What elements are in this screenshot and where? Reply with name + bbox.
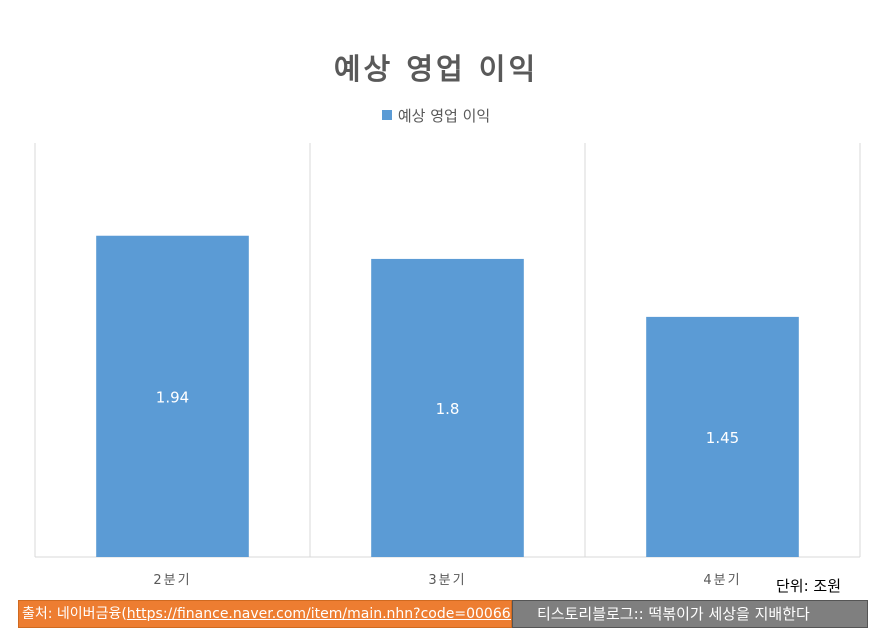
bar [371, 258, 524, 557]
bar [96, 235, 249, 557]
x-tick-label: 2분기 [153, 573, 191, 588]
bar [646, 316, 799, 557]
blog-credit: 티스토리블로그:: 떡볶이가 세상을 지배한다 [512, 600, 868, 628]
source-link[interactable]: https://finance.naver.com/item/main.nhn?… [126, 606, 512, 622]
unit-label: 단위: 조원 [776, 577, 842, 595]
chart-legend: 예상 영업 이익 [0, 105, 872, 126]
data-label: 1.45 [706, 429, 739, 447]
chart-title: 예상 영업 이익 [333, 52, 539, 86]
footer: 출처: 네이버금융(https://finance.naver.com/item… [18, 600, 868, 628]
data-label: 1.8 [436, 400, 460, 418]
legend-swatch [381, 110, 392, 120]
source-prefix: 출처: 네이버금융( [22, 606, 127, 622]
x-tick-label: 4분기 [703, 573, 741, 588]
bar-chart: 1.94 2분기 1.8 3분기 1.45 4분기 [34, 143, 861, 588]
data-label: 1.94 [156, 388, 189, 406]
source-note: 출처: 네이버금융(https://finance.naver.com/item… [18, 600, 512, 628]
x-tick-label: 3분기 [428, 573, 466, 588]
legend-label: 예상 영업 이익 [397, 107, 491, 125]
